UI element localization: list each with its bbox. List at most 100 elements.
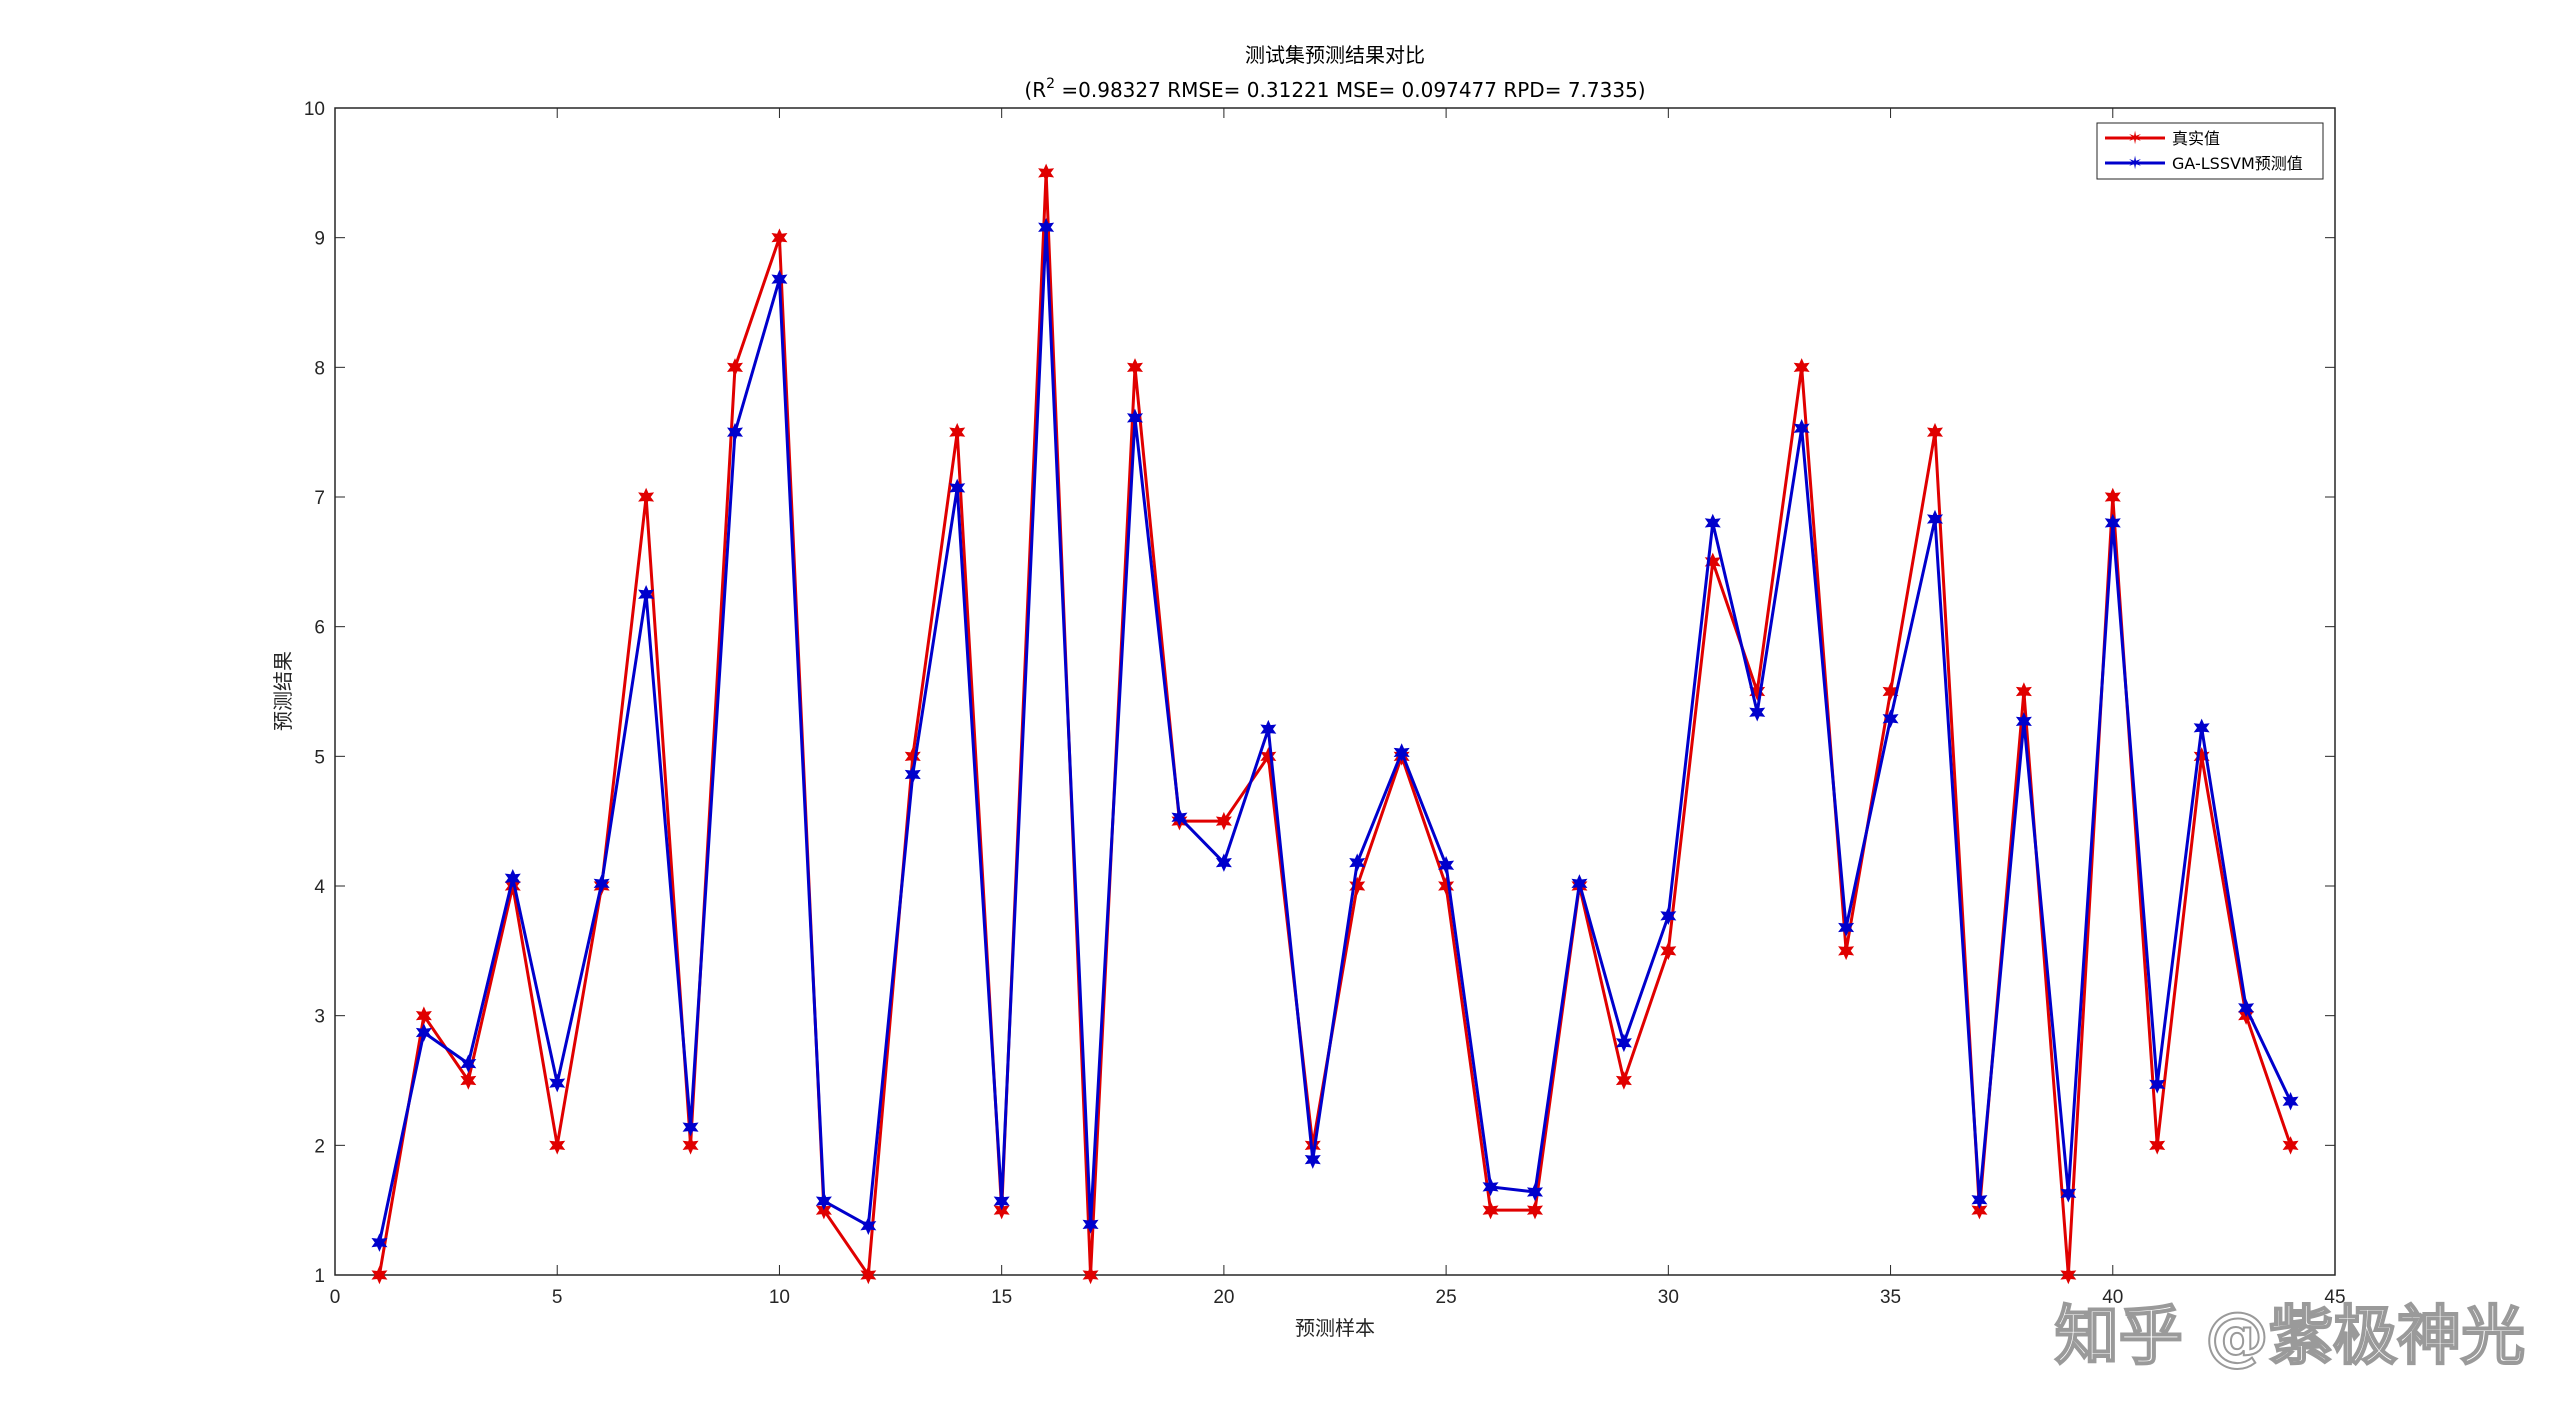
x-tick-label: 40	[2102, 1287, 2123, 1308]
y-tick-label: 8	[314, 358, 325, 379]
data-point	[726, 358, 744, 377]
data-point	[1838, 941, 1855, 961]
x-tick-label: 10	[769, 1287, 790, 1308]
series-layer	[371, 163, 2299, 1285]
y-tick-label: 1	[314, 1266, 325, 1287]
y-tick-labels: 1 2 3 4 5 6 7 8 9 10	[304, 99, 326, 1287]
data-point	[1971, 1200, 1988, 1220]
data-point	[1215, 853, 1232, 872]
subtitle-prefix: (R	[1024, 78, 1046, 102]
data-point	[2149, 1075, 2166, 1094]
data-point	[1793, 358, 1810, 377]
data-point	[771, 269, 788, 289]
x-tick-label: 35	[1880, 1287, 1901, 1308]
series-line	[377, 225, 2292, 1243]
data-point	[904, 765, 921, 784]
data-point	[1615, 1033, 1632, 1053]
data-point	[2060, 1184, 2077, 1203]
data-point	[1126, 408, 1144, 428]
data-point	[1793, 419, 1810, 438]
data-point	[593, 874, 610, 893]
data-point	[682, 1117, 699, 1137]
data-point	[1838, 918, 1855, 937]
series-1	[371, 218, 2299, 1252]
data-point	[549, 1136, 566, 1155]
y-tick-label: 6	[314, 618, 325, 639]
data-point	[2238, 998, 2255, 1018]
y-tick-label: 4	[314, 877, 325, 898]
data-point	[638, 585, 655, 604]
y-tick-label: 5	[314, 747, 325, 768]
data-point	[1349, 853, 1366, 872]
chart-title: 测试集预测结果对比	[1245, 43, 1425, 67]
legend-box	[2096, 122, 2324, 180]
x-tick-label: 0	[330, 1287, 341, 1308]
x-tick-labels: 0 5 10 15 20 25 30 35 40 45	[330, 1287, 2346, 1308]
y-tick-label: 10	[304, 99, 325, 120]
data-point	[2282, 1092, 2299, 1111]
data-point	[415, 1023, 432, 1042]
data-point	[1304, 1150, 1321, 1169]
data-point	[371, 1233, 388, 1252]
data-point	[2193, 718, 2210, 738]
data-point	[1260, 719, 1277, 739]
data-point	[549, 1073, 566, 1093]
data-point	[2060, 1265, 2077, 1285]
watermark: 知乎 @紫极神光	[2055, 1300, 2525, 1374]
data-point	[1438, 856, 1455, 875]
data-point	[371, 1265, 388, 1285]
data-point	[2015, 712, 2032, 731]
data-point	[993, 1191, 1010, 1211]
x-tick-label: 20	[1213, 1287, 1234, 1308]
data-point	[1038, 163, 1055, 183]
data-point	[860, 1216, 877, 1235]
data-point	[2282, 1136, 2299, 1155]
y-tick-label: 2	[314, 1136, 325, 1157]
data-point	[1438, 876, 1455, 896]
data-point	[1615, 1071, 1632, 1090]
data-point	[1926, 509, 1944, 529]
data-point	[949, 422, 966, 442]
y-tick-label: 7	[314, 488, 325, 509]
data-point	[2015, 682, 2032, 701]
data-point	[2104, 513, 2121, 533]
data-point	[2149, 1136, 2166, 1155]
data-point	[1171, 808, 1188, 827]
data-point	[1215, 811, 1232, 831]
y-tick-label: 9	[314, 229, 325, 250]
data-point	[1704, 513, 1721, 533]
data-point	[726, 422, 744, 442]
data-point	[860, 1265, 877, 1285]
data-point	[682, 1136, 699, 1155]
data-point	[1038, 218, 1055, 237]
x-axis-label: 预测样本	[1295, 1316, 1375, 1340]
data-point	[504, 868, 521, 888]
data-point	[1749, 703, 1766, 722]
subtitle-rest: =0.98327 RMSE= 0.31221 MSE= 0.097477 RPD…	[1055, 78, 1646, 102]
data-point	[1082, 1215, 1099, 1234]
legend-label-pred: GA-LSSVM预测值	[2172, 154, 2303, 173]
data-point	[1393, 743, 1410, 762]
data-point	[1482, 1177, 1499, 1197]
data-point	[949, 478, 966, 498]
data-point	[460, 1071, 477, 1090]
legend: ✶ 真实值 ✶ GA-LSSVM预测值	[2096, 122, 2324, 180]
legend-marker-pred: ✶	[2127, 153, 2142, 174]
data-point	[1571, 874, 1588, 893]
data-point	[638, 487, 655, 507]
data-point	[1482, 1200, 1499, 1220]
axis-ticks	[334, 107, 2336, 1276]
data-point	[2193, 747, 2210, 766]
x-tick-label: 25	[1436, 1287, 1457, 1308]
data-point	[1882, 709, 1899, 728]
x-tick-label: 30	[1658, 1287, 1679, 1308]
data-point	[1971, 1190, 1988, 1210]
x-tick-label: 45	[2324, 1287, 2345, 1308]
data-point	[1660, 941, 1677, 961]
data-point	[1660, 906, 1677, 926]
data-point	[2104, 487, 2121, 507]
data-point	[1926, 422, 1944, 442]
data-point	[1526, 1200, 1544, 1220]
data-point	[1126, 358, 1144, 377]
